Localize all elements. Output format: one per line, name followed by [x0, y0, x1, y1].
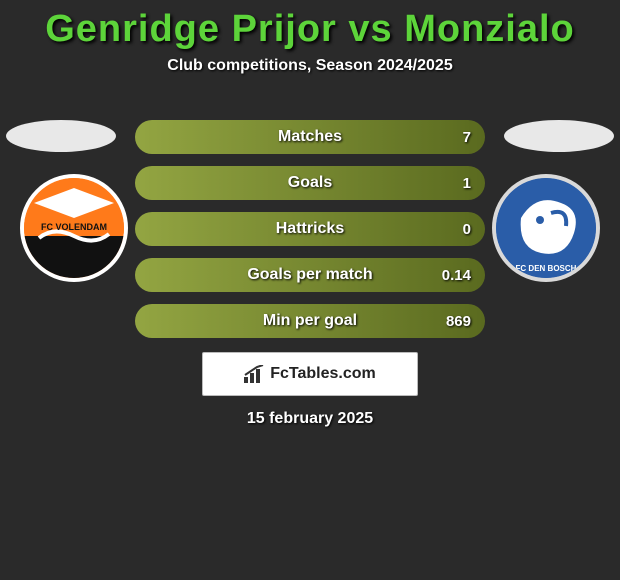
player-avatar-right [504, 120, 614, 152]
footer-date: 15 february 2025 [0, 410, 620, 428]
stat-value: 0.14 [442, 267, 471, 284]
stat-value: 0 [463, 221, 471, 238]
club-badge-right: FC DEN BOSCH [492, 174, 600, 282]
comparison-subtitle: Club competitions, Season 2024/2025 [0, 57, 620, 75]
svg-text:FC VOLENDAM: FC VOLENDAM [41, 222, 107, 232]
stat-label: Min per goal [263, 312, 357, 330]
comparison-title: Genridge Prijor vs Monzialo [0, 0, 620, 51]
stat-row: Matches 7 [135, 120, 485, 154]
stat-row: Hattricks 0 [135, 212, 485, 246]
chart-icon [244, 365, 266, 383]
player-avatar-left [6, 120, 116, 152]
stats-panel: Matches 7 Goals 1 Hattricks 0 Goals per match 0… [135, 120, 485, 350]
stat-value: 869 [446, 313, 471, 330]
club-badge-left: FC VOLENDAM [20, 174, 128, 282]
stat-label: Matches [278, 128, 342, 146]
club-badge-right-icon: FC DEN BOSCH [496, 178, 596, 278]
branding-badge[interactable]: FcTables.com [202, 352, 418, 396]
stat-value: 7 [463, 129, 471, 146]
stat-value: 1 [463, 175, 471, 192]
svg-text:FC DEN BOSCH: FC DEN BOSCH [516, 264, 577, 273]
stat-label: Hattricks [276, 220, 344, 238]
club-badge-left-icon: FC VOLENDAM [24, 178, 124, 278]
stat-row: Min per goal 869 [135, 304, 485, 338]
stat-row: Goals per match 0.14 [135, 258, 485, 292]
branding-text: FcTables.com [270, 365, 376, 383]
stat-label: Goals [288, 174, 332, 192]
stat-row: Goals 1 [135, 166, 485, 200]
stat-label: Goals per match [247, 266, 372, 284]
